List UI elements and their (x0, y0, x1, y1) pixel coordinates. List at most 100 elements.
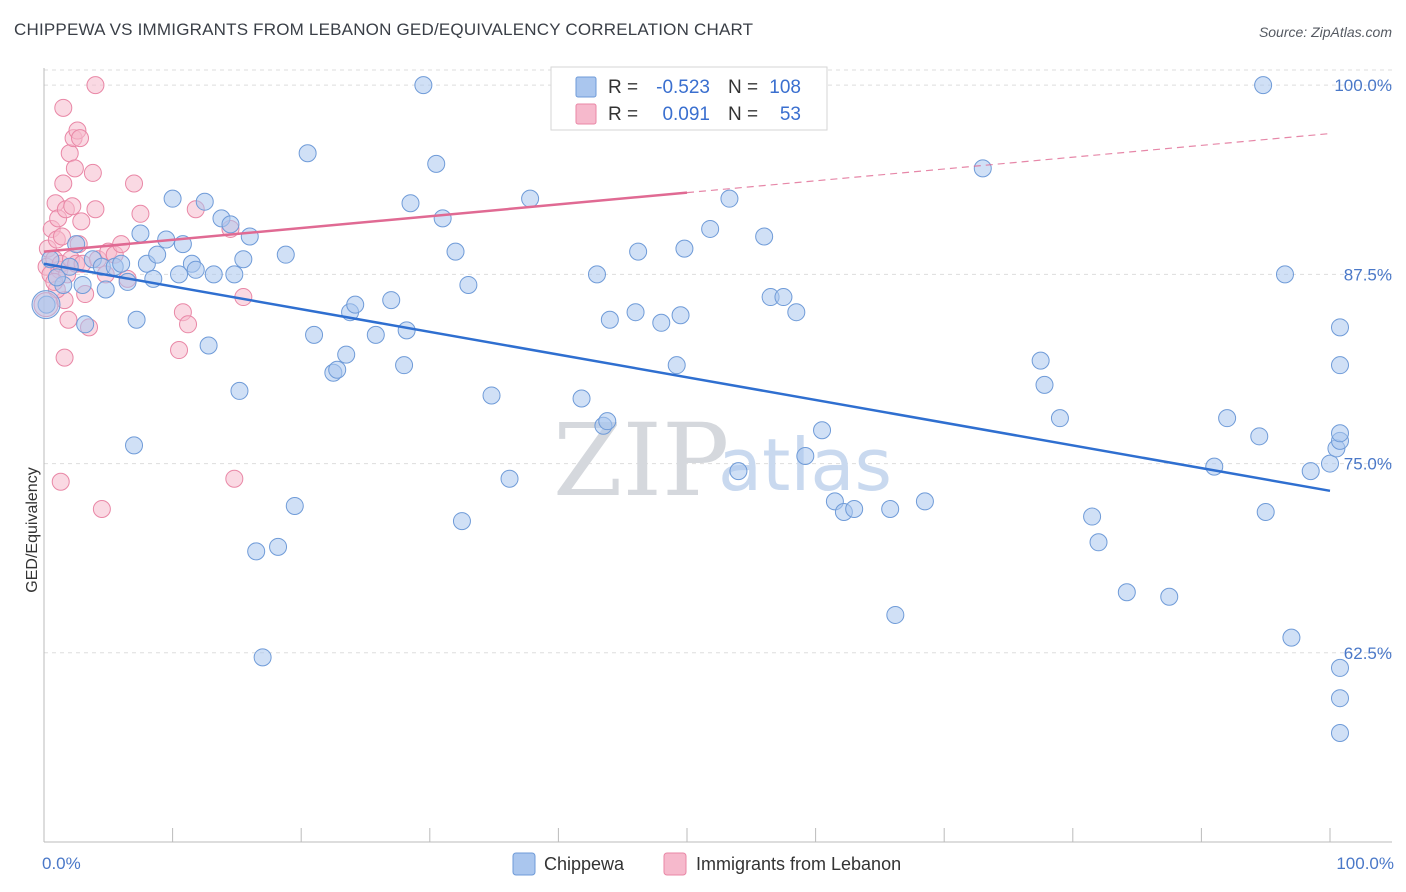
lebanon-point-45 (225, 469, 244, 488)
lebanon-point-25 (72, 212, 91, 231)
chippewa-point-32 (269, 537, 288, 556)
chippewa-point-83 (1031, 351, 1050, 370)
chippewa-point-110 (118, 272, 137, 291)
chippewa-point-98 (1321, 454, 1339, 473)
legend-box: R = -0.523 N = 108 R = 0.091 N = 53 (550, 66, 828, 131)
chippewa-point-67 (701, 219, 720, 238)
lebanon-point-24 (71, 129, 90, 148)
chippewa-point-97 (1301, 462, 1320, 481)
chippewa-point-68 (720, 189, 739, 208)
lebanon-point-48 (86, 76, 105, 95)
chippewa-point-36 (305, 325, 324, 344)
chippewa-point-35 (298, 144, 317, 163)
chippewa-point-33 (276, 245, 295, 264)
chippewa-point-26 (225, 265, 244, 284)
chippewa-point-16 (163, 189, 182, 208)
series-chippewa-points (31, 76, 1349, 743)
chippewa-point-51 (452, 512, 471, 531)
lebanon-point-51 (55, 348, 74, 367)
chippewa-point-75 (813, 421, 832, 440)
lebanon-point-42 (179, 315, 198, 334)
chippewa-point-62 (629, 242, 648, 261)
lebanon-point-40 (170, 341, 189, 360)
chippewa-point-82 (973, 159, 992, 178)
chippewa-point-21 (195, 192, 214, 211)
chippewa-point-105 (1331, 356, 1349, 375)
chippewa-point-46 (401, 194, 420, 213)
lebanon-trend-line-dashed (686, 132, 1331, 194)
chippewa-point-28 (234, 250, 253, 269)
chippewa-point-55 (521, 189, 540, 208)
legend-n-label-1: N = (728, 77, 758, 98)
trend-lines (43, 132, 1331, 493)
lebanon-point-30 (86, 200, 105, 219)
x-tick-label-min: 0.0% (42, 854, 81, 873)
chippewa-point-102 (1331, 689, 1349, 708)
chippewa-point-73 (787, 303, 806, 322)
bottom-legend-swatch-lebanon (663, 852, 687, 876)
chippewa-point-56 (572, 389, 591, 408)
legend-swatch-chippewa (575, 76, 597, 98)
lebanon-point-47 (54, 98, 73, 117)
lebanon-point-18 (63, 197, 82, 216)
bottom-legend-label-chippewa: Chippewa (544, 854, 625, 874)
chippewa-point-57 (587, 265, 606, 284)
y-tick-labels: 62.5% 75.0% 87.5% 100.0% (1334, 76, 1392, 663)
chippewa-point-69 (729, 462, 748, 481)
chippewa-point-92 (1250, 427, 1269, 446)
legend-r-label-2: R = (608, 104, 638, 125)
legend-r-value-2: 0.091 (662, 104, 710, 125)
chippewa-point-72 (774, 288, 793, 307)
chippewa-point-27 (230, 381, 249, 400)
watermark: ZIP atlas (553, 402, 892, 519)
chippewa-point-95 (1275, 265, 1294, 284)
chippewa-point-54 (500, 469, 519, 488)
chippewa-point-59 (598, 412, 617, 431)
chippewa-point-70 (755, 227, 774, 246)
chippewa-point-48 (427, 154, 446, 173)
legend-frame (550, 66, 828, 131)
chippewa-point-109 (73, 275, 92, 294)
y-tick-label-0: 62.5% (1344, 644, 1392, 663)
chippewa-point-81 (915, 492, 934, 511)
y-tick-label-3: 100.0% (1334, 76, 1392, 95)
chippewa-point-3 (76, 315, 95, 334)
chippewa-point-61 (626, 303, 645, 322)
chippewa-point-60 (600, 310, 619, 329)
chippewa-point-64 (667, 356, 686, 375)
chippewa-point-20 (186, 260, 205, 279)
chippewa-point-50 (446, 242, 465, 261)
chippewa-point-14 (148, 245, 167, 264)
chippewa-point-29 (240, 227, 259, 246)
lebanon-point-38 (125, 174, 144, 193)
chippewa-point-94 (1256, 503, 1275, 522)
chippewa-point-106 (1331, 318, 1349, 337)
chippewa-point-107 (47, 268, 66, 287)
chippewa-point-8 (112, 254, 131, 273)
chippewa-point-11 (131, 224, 150, 243)
lebanon-point-10 (53, 227, 72, 246)
chippewa-point-96 (1282, 628, 1301, 647)
chippewa-point-17 (170, 265, 189, 284)
chippewa-point-52 (459, 275, 478, 294)
chart-title: CHIPPEWA VS IMMIGRANTS FROM LEBANON GED/… (14, 20, 754, 39)
chippewa-point-78 (845, 499, 864, 518)
chippewa-point-38 (328, 360, 347, 379)
chippewa-point-39 (337, 345, 356, 364)
chippewa-point-91 (1218, 409, 1237, 428)
legend-r-value-1: -0.523 (656, 77, 710, 98)
chippewa-point-87 (1089, 533, 1108, 552)
chippewa-point-34 (285, 496, 304, 515)
chippewa-point-104 (1331, 424, 1349, 443)
chippewa-point-65 (671, 306, 690, 325)
lebanon-point-52 (51, 472, 70, 491)
x-tick-label-max: 100.0% (1336, 854, 1394, 873)
chippewa-point-103 (1331, 724, 1349, 743)
chippewa-point-47 (414, 76, 433, 95)
lebanon-point-11 (54, 174, 73, 193)
y-tick-label-1: 75.0% (1344, 455, 1392, 474)
chippewa-point-6 (96, 280, 115, 299)
chippewa-point-43 (382, 291, 401, 310)
chippewa-point-89 (1160, 587, 1179, 606)
chippewa-point-80 (886, 605, 905, 624)
